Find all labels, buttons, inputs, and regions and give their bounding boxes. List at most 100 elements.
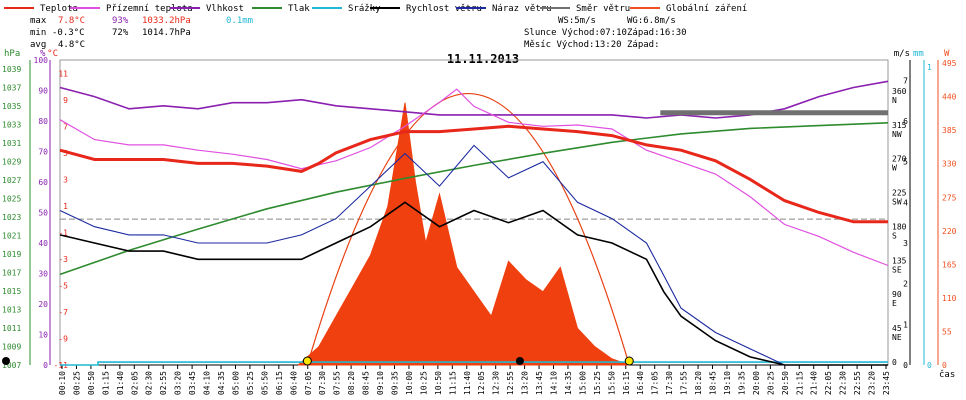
x-tick-label: 00:50 [87, 371, 96, 395]
pct-tick: 50 [38, 209, 48, 218]
rain-line [60, 361, 888, 366]
x-tick-label: 11:15 [448, 371, 457, 395]
hpa-axis-title: hPa [4, 49, 20, 59]
x-tick-label: 05:50 [260, 371, 269, 395]
x-tick-label: 05:00 [231, 371, 240, 395]
x-tick-label: 19:35 [737, 371, 746, 395]
ms-tick: 0 [903, 361, 908, 370]
dir-label: SW [892, 198, 902, 207]
x-tick-label: 17:05 [651, 371, 660, 395]
x-tick-label: 09:10 [376, 371, 385, 395]
dir-label: NW [892, 130, 902, 139]
x-tick-label: 22:30 [839, 371, 848, 395]
legend-label: Srážky [348, 4, 381, 14]
x-tick-label: 06:40 [289, 371, 298, 395]
x-tick-label: 17:55 [680, 371, 689, 395]
info-sunset: Západ:16:30 [627, 28, 687, 38]
dir-tick: 180 [892, 222, 907, 231]
axes: hPa% °C1039103710351033103110291027102510… [2, 49, 957, 395]
w-axis-title: W [944, 49, 950, 59]
c-tick: -1 [58, 228, 68, 237]
dir-tick: 45 [892, 324, 902, 333]
x-tick-label: 20:25 [766, 371, 775, 395]
w-tick: 0 [942, 361, 947, 370]
hpa-tick: 1033 [2, 121, 21, 130]
legend: Teplota Přízemní teplota Vlhkost Tlak Srážky… [4, 4, 747, 14]
dir-tick: 0 [892, 358, 897, 367]
dir-tick: 270 [892, 155, 907, 164]
w-tick: 275 [942, 193, 957, 202]
ms-tick: 3 [903, 239, 908, 248]
c-tick: -7 [58, 308, 68, 317]
x-tick-label: 03:45 [188, 371, 197, 395]
chart-title: 11.11.2013 [447, 52, 519, 66]
w-tick: 495 [942, 59, 957, 68]
stat-min-press: 1014.7hPa [142, 28, 191, 38]
pct-tick: 0 [43, 361, 48, 370]
x-tick-label: 00:25 [72, 371, 81, 395]
c-tick: 5 [63, 149, 68, 158]
sunrise-marker [302, 356, 312, 366]
x-tick-label: 17:30 [665, 371, 674, 395]
x-tick-label: 07:30 [318, 371, 327, 395]
dir-label: W [892, 164, 897, 173]
x-tick-label: 15:25 [593, 371, 602, 395]
legend-label: Náraz větru [492, 4, 552, 14]
x-tick-label: 12:30 [492, 371, 501, 395]
pct-axis-title: % [40, 49, 46, 59]
dir-label: S [892, 231, 897, 240]
pct-tick: 10 [38, 331, 48, 340]
hpa-tick: 1017 [2, 269, 21, 278]
hpa-tick: 1037 [2, 84, 21, 93]
dir-label: E [892, 299, 897, 308]
x-tick-label: 18:45 [709, 371, 718, 395]
c-axis-title: °C [47, 49, 58, 59]
info-moonrise: Měsíc Východ:13:20 [524, 40, 622, 50]
dir-label: NE [892, 333, 902, 342]
stat-max-rain: 0.1mm [226, 16, 253, 26]
legend-label: Směr větru [576, 4, 630, 14]
x-tick-label: 03:20 [174, 371, 183, 395]
hpa-tick: 1029 [2, 158, 21, 167]
legend-label: Rychlost větru [406, 4, 482, 14]
x-tick-label: 22:05 [824, 371, 833, 395]
pct-tick: 60 [38, 178, 48, 187]
stat-avg-temp: 4.8°C [58, 40, 85, 50]
x-tick-label: 08:45 [362, 371, 371, 395]
ground-temperature-line [59, 88, 889, 267]
plot-area [2, 80, 889, 366]
x-tick-label: 10:00 [405, 371, 414, 395]
ms-axis-title: m/s [894, 49, 910, 59]
moonrise-marker [515, 357, 524, 365]
x-tick-label: 18:20 [694, 371, 703, 395]
temperature-line [59, 124, 888, 224]
x-tick-label: 15:00 [578, 371, 587, 395]
hpa-tick: 1013 [2, 306, 21, 315]
dir-tick: 315 [892, 121, 907, 130]
hpa-tick: 1031 [2, 139, 21, 148]
ms-tick: 7 [903, 76, 908, 85]
solar-radiation-area [297, 102, 630, 366]
mm-tick: 0 [927, 361, 932, 370]
x-tick-label: 22:55 [853, 371, 862, 395]
dir-label: SE [892, 265, 902, 274]
x-tick-label: 21:15 [795, 371, 804, 395]
ms-tick: 6 [903, 117, 908, 126]
stat-min-temp: -0.3°C [52, 28, 85, 38]
w-tick: 110 [942, 294, 957, 303]
x-tick-label: 05:25 [246, 371, 255, 395]
dir-tick: 90 [892, 290, 902, 299]
wind-speed-line [59, 201, 888, 366]
pct-tick: 80 [38, 117, 48, 126]
x-tick-label: 08:20 [347, 371, 356, 395]
x-tick-label: 14:10 [550, 371, 559, 395]
stat-max-hum: 93% [112, 16, 129, 26]
pct-tick: 30 [38, 270, 48, 279]
hpa-tick: 1025 [2, 195, 21, 204]
stats-block: max 7.8°C 93% 1033.2hPa 0.1mm min -0.3°C… [30, 16, 253, 50]
x-tick-label: 11:40 [463, 371, 472, 395]
ms-tick: 1 [903, 320, 908, 329]
x-tick-label: 12:55 [506, 371, 515, 395]
x-tick-label: 20:00 [752, 371, 761, 395]
c-tick: -9 [58, 334, 68, 343]
